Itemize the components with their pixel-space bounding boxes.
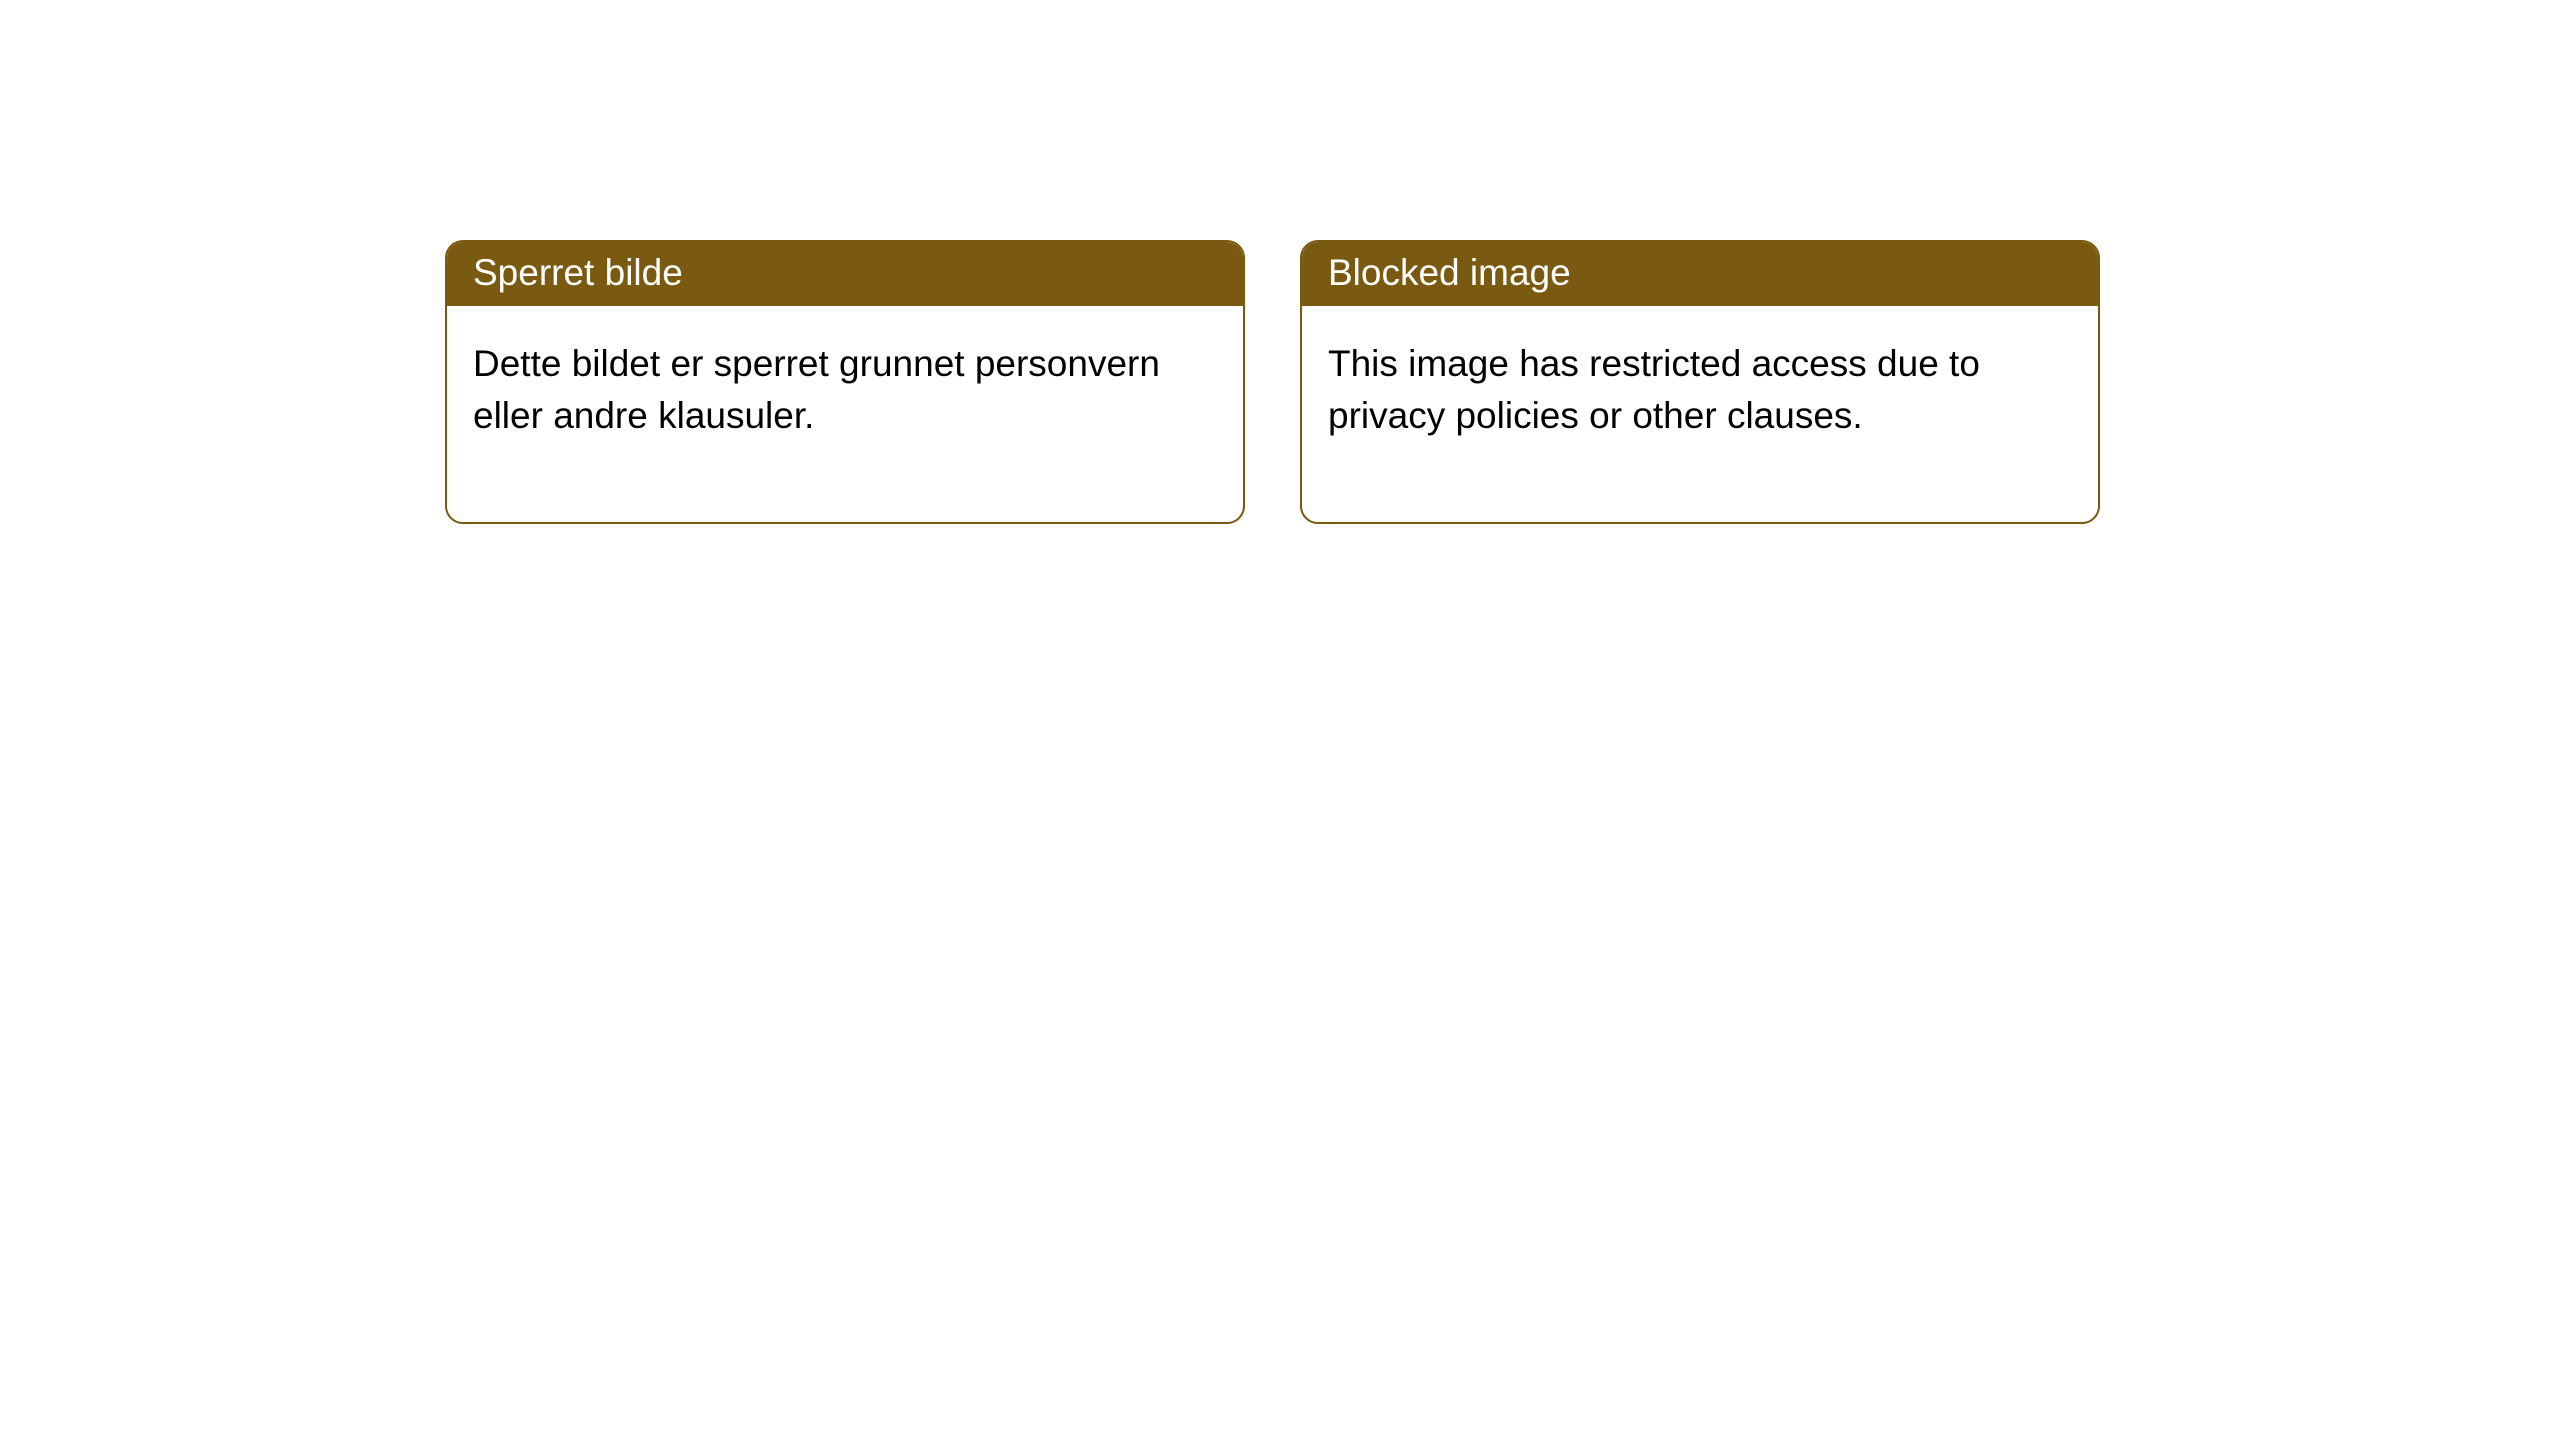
card-body-en: This image has restricted access due to …	[1302, 306, 2098, 522]
card-body-no: Dette bildet er sperret grunnet personve…	[447, 306, 1243, 522]
notice-cards-container: Sperret bilde Dette bildet er sperret gr…	[445, 240, 2560, 524]
blocked-image-card-en: Blocked image This image has restricted …	[1300, 240, 2100, 524]
card-header-no: Sperret bilde	[447, 242, 1243, 306]
blocked-image-card-no: Sperret bilde Dette bildet er sperret gr…	[445, 240, 1245, 524]
card-header-en: Blocked image	[1302, 242, 2098, 306]
